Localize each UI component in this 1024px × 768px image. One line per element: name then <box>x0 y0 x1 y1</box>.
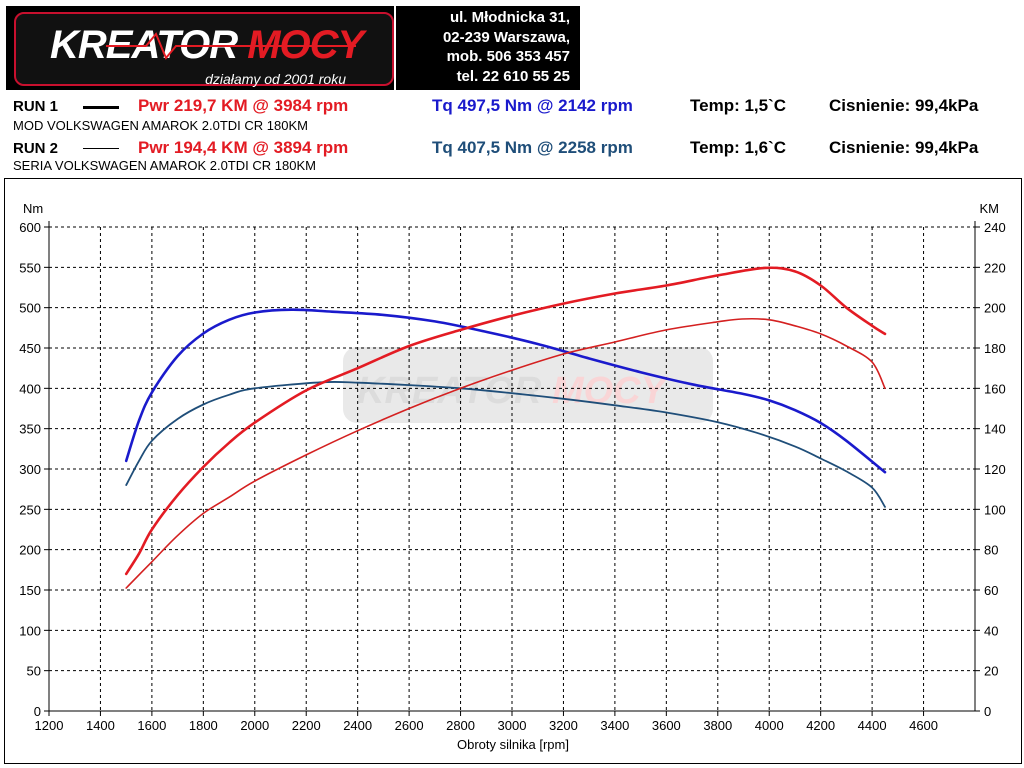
run-1-description: MOD VOLKSWAGEN AMAROK 2.0TDI CR 180KM <box>13 118 308 133</box>
series-tq-run-1 <box>124 308 887 474</box>
x-tick-label: 4200 <box>806 718 835 733</box>
y-right-tick-label: 120 <box>984 462 1006 477</box>
x-tick-label: 4400 <box>858 718 887 733</box>
run-2-temp: Temp: 1,6`C <box>690 138 787 157</box>
y-left-tick-label: 0 <box>34 704 41 719</box>
x-tick-label: 2800 <box>446 718 475 733</box>
y-right-tick-label: 140 <box>984 422 1006 437</box>
y-right-tick-label: 60 <box>984 583 998 598</box>
y-right-tick-label: 160 <box>984 381 1006 396</box>
y-right-tick-label: 80 <box>984 543 998 558</box>
y-axis-right-unit: KM <box>980 201 1000 216</box>
y-left-tick-label: 550 <box>19 260 41 275</box>
watermark-text: KREATOR MOCY <box>357 370 670 412</box>
x-tick-label: 3400 <box>600 718 629 733</box>
logo-frame <box>14 12 394 86</box>
x-tick-label: 1600 <box>137 718 166 733</box>
contact-box: ul. Młodnicka 31, 02-239 Warszawa, mob. … <box>396 6 580 90</box>
x-tick-label: 2400 <box>343 718 372 733</box>
x-tick-label: 1200 <box>35 718 64 733</box>
dyno-chart-svg: KREATOR MOCY 1200 1400 1600 1800 2000 2200 240… <box>19 201 1006 752</box>
contact-city: 02-239 Warszawa, <box>442 28 570 46</box>
x-tick-label: 1800 <box>189 718 218 733</box>
x-tick-label: 3200 <box>549 718 578 733</box>
y-right-tick-label: 220 <box>984 260 1006 275</box>
y-left-tick-label: 400 <box>19 381 41 396</box>
run-2-label: RUN 2 <box>13 140 59 157</box>
run-1-temp: Temp: 1,5`C <box>690 96 787 115</box>
run-2-torque: Tq 407,5 Nm @ 2258 rpm <box>432 138 633 157</box>
x-tick-label: 4600 <box>909 718 938 733</box>
series-tq-run-2 <box>125 380 886 508</box>
run-1-line-sample <box>83 106 119 109</box>
x-tick-label: 2200 <box>292 718 321 733</box>
run-1-pressure: Cisnienie: 99,4kPa <box>829 96 979 115</box>
y-left-tick-label: 100 <box>19 623 41 638</box>
run-1-power: Pwr 219,7 KM @ 3984 rpm <box>138 96 349 115</box>
y-left-tick-label: 250 <box>19 502 41 517</box>
x-tick-label: 3800 <box>703 718 732 733</box>
x-tick-label: 2000 <box>240 718 269 733</box>
y-right-tick-label: 240 <box>984 220 1006 235</box>
y-left-tick-label: 50 <box>27 664 41 679</box>
x-tick-label: 2600 <box>395 718 424 733</box>
run-1-label: RUN 1 <box>13 98 59 115</box>
y-left-tick-label: 150 <box>19 583 41 598</box>
logo-tagline: działamy od 2001 roku <box>205 71 346 87</box>
y-right-tick-label: 0 <box>984 704 991 719</box>
y-right-tick-label: 40 <box>984 623 998 638</box>
y-right-tick-label: 20 <box>984 664 998 679</box>
x-tick-label: 1400 <box>86 718 115 733</box>
logo-graphic: KREATOR MOCY działamy od 2001 roku <box>50 23 369 87</box>
run-2-power: Pwr 194,4 KM @ 3894 rpm <box>138 138 349 157</box>
y-left-tick-label: 200 <box>19 543 41 558</box>
run-1-torque: Tq 497,5 Nm @ 2142 rpm <box>432 96 633 115</box>
series-pwr-run-1 <box>124 266 887 576</box>
y-right-tick-label: 180 <box>984 341 1006 356</box>
y-right-tick-label: 200 <box>984 301 1006 316</box>
y-left-tick-label: 600 <box>19 220 41 235</box>
y-left-tick-label: 450 <box>19 341 41 356</box>
header: KREATOR MOCY działamy od 2001 roku ul. M… <box>0 0 1024 92</box>
y-left-tick-label: 300 <box>19 462 41 477</box>
y-left-tick-label: 500 <box>19 301 41 316</box>
contact-street: ul. Młodnicka 31, <box>449 9 570 26</box>
x-tick-label: 3600 <box>652 718 681 733</box>
y-right-tick-label: 100 <box>984 502 1006 517</box>
y-axis-left-unit: Nm <box>23 201 43 216</box>
logo-pulse-line <box>106 32 356 60</box>
run-2-pressure: Cisnienie: 99,4kPa <box>829 138 979 157</box>
y-left-tick-label: 350 <box>19 422 41 437</box>
x-axis-label: Obroty silnika [rpm] <box>457 737 569 752</box>
dyno-chart: KREATOR MOCY 1200 1400 1600 1800 2000 2200 240… <box>4 178 1022 764</box>
x-tick-label: 3000 <box>498 718 527 733</box>
run-2-line-sample <box>83 148 119 149</box>
brand-logo: KREATOR MOCY działamy od 2001 roku <box>6 6 394 90</box>
contact-phone: tel. 22 610 55 25 <box>456 67 570 85</box>
contact-mobile: mob. 506 353 457 <box>446 48 570 65</box>
series-pwr-run-2 <box>125 317 886 589</box>
x-tick-label: 4000 <box>755 718 784 733</box>
run-2-description: SERIA VOLKSWAGEN AMAROK 2.0TDI CR 180KM <box>13 158 316 173</box>
